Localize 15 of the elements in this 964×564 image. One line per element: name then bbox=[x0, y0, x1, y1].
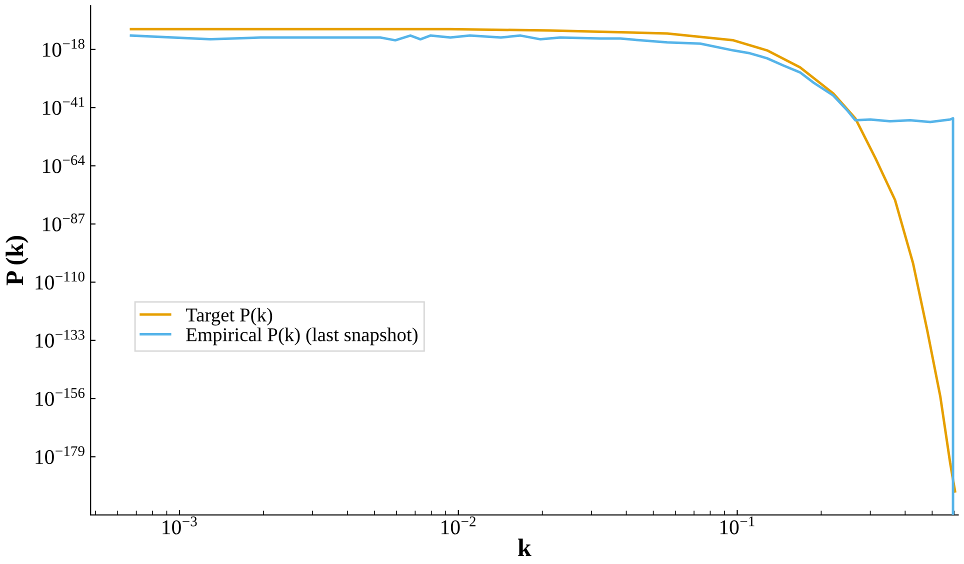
x-tick-label: 10$^{−2}$ bbox=[442, 516, 476, 534]
y-axis-title: P (k) bbox=[6, 236, 28, 286]
y-tick-label: 10$^{−64}$ bbox=[43, 155, 85, 174]
y-tick-label: 10$^{−18}$ bbox=[43, 38, 84, 57]
legend-label: Target P(k) bbox=[186, 308, 272, 326]
y-tick-label: 10$^{−179}$ bbox=[36, 446, 84, 464]
y-tick-label: 10$^{−156}$ bbox=[36, 388, 85, 406]
y-tick-label: 10$^{−133}$ bbox=[36, 330, 84, 348]
y-tick-label: 10$^{−87}$ bbox=[43, 214, 85, 232]
x-tick-label: 10$^{−3}$ bbox=[162, 516, 197, 534]
legend-label: Empirical P(k) (last snapshot) bbox=[186, 328, 418, 346]
x-axis-title: k bbox=[518, 538, 532, 556]
x-tick-label: 10$^{−1}$ bbox=[720, 516, 754, 534]
y-tick-label: 10$^{−41}$ bbox=[43, 97, 84, 115]
y-tick-label: 10$^{−110}$ bbox=[36, 272, 84, 290]
